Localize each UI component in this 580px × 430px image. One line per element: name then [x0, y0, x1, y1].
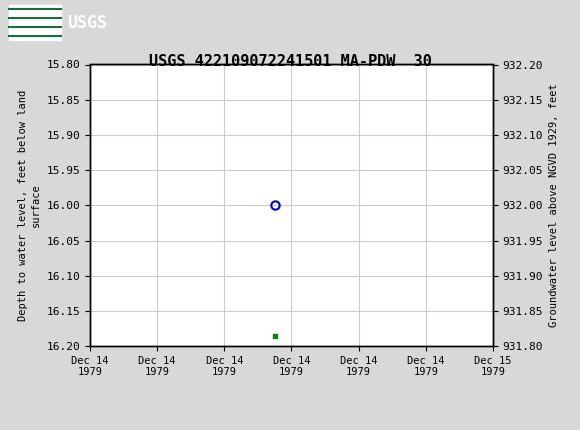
FancyBboxPatch shape: [9, 6, 61, 40]
Legend: Period of approved data: Period of approved data: [194, 429, 389, 430]
Y-axis label: Groundwater level above NGVD 1929, feet: Groundwater level above NGVD 1929, feet: [549, 83, 559, 327]
Text: USGS 422109072241501 MA-PDW  30: USGS 422109072241501 MA-PDW 30: [148, 54, 432, 69]
Y-axis label: Depth to water level, feet below land
surface: Depth to water level, feet below land su…: [17, 90, 41, 321]
Text: USGS: USGS: [67, 14, 107, 31]
